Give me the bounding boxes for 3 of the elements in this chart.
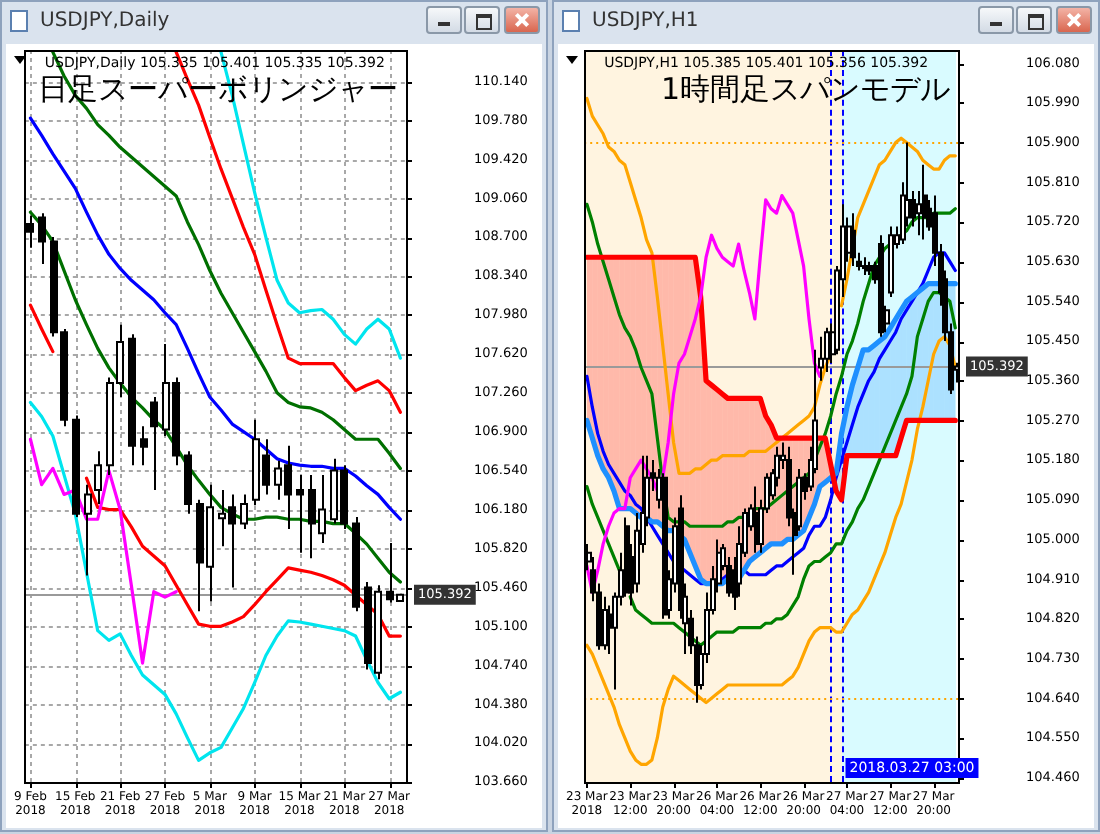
annotation: 1時間足スパンモデル xyxy=(660,70,950,107)
chart-title: USDJPY,Daily xyxy=(40,10,170,32)
chart-title: USDJPY,H1 xyxy=(592,10,699,32)
